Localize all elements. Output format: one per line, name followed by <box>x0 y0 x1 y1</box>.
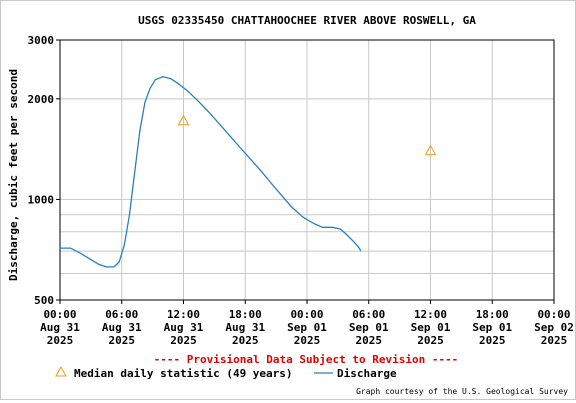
x-tick-label: 2025 <box>109 334 136 347</box>
usgs-credit: Graph courtesy of the U.S. Geological Su… <box>356 387 568 396</box>
x-tick-label: Aug 31 <box>164 321 204 334</box>
series-layer <box>60 76 437 268</box>
x-tick-label: 2025 <box>417 334 444 347</box>
x-tick-label: Sep 01 <box>349 321 389 334</box>
legend-discharge-label: Discharge <box>337 367 397 380</box>
x-tick-label: 00:00 <box>537 308 570 321</box>
y-tick-label: 500 <box>34 294 54 307</box>
x-tick-label: Aug 31 <box>225 321 265 334</box>
x-tick-label: 2025 <box>479 334 506 347</box>
x-tick-label: Sep 01 <box>472 321 512 334</box>
x-tick-label: 2025 <box>294 334 321 347</box>
median-marker <box>177 114 190 126</box>
x-tick-label: 18:00 <box>229 308 262 321</box>
x-tick-label: 2025 <box>356 334 383 347</box>
x-tick-label: 06:00 <box>105 308 138 321</box>
y-tick-label: 3000 <box>28 34 55 47</box>
x-tick-label: 06:00 <box>352 308 385 321</box>
x-tick-label: 2025 <box>170 334 197 347</box>
x-tick-label: Sep 01 <box>411 321 451 334</box>
y-tick-label: 2000 <box>28 93 55 106</box>
legend-median-label: Median daily statistic (49 years) <box>74 367 293 380</box>
y-axis-ticks: 500 1000 2000 3000 <box>28 34 60 307</box>
x-tick-label: 2025 <box>47 334 74 347</box>
provisional-note: ---- Provisional Data Subject to Revisio… <box>154 353 459 366</box>
x-tick-label: 18:00 <box>476 308 509 321</box>
x-tick-label: 00:00 <box>290 308 323 321</box>
x-tick-label: Aug 31 <box>40 321 80 334</box>
y-axis-label: Discharge, cubic feet per second <box>7 69 20 281</box>
discharge-line <box>60 76 362 268</box>
x-tick-label: Sep 01 <box>287 321 327 334</box>
chart-title: USGS 02335450 CHATTAHOOCHEE RIVER ABOVE … <box>138 14 476 27</box>
x-tick-label: Sep 02 <box>534 321 574 334</box>
grid-lines <box>60 40 554 300</box>
x-tick-label: Aug 31 <box>102 321 142 334</box>
x-tick-label: 00:00 <box>43 308 76 321</box>
x-tick-label: 2025 <box>232 334 259 347</box>
x-tick-label: 12:00 <box>414 308 447 321</box>
y-tick-label: 1000 <box>28 193 55 206</box>
legend: Median daily statistic (49 years) Discha… <box>55 365 397 380</box>
x-tick-label: 12:00 <box>167 308 200 321</box>
legend-median-marker <box>55 365 67 377</box>
x-tick-label: 2025 <box>541 334 568 347</box>
median-marker <box>424 144 437 156</box>
